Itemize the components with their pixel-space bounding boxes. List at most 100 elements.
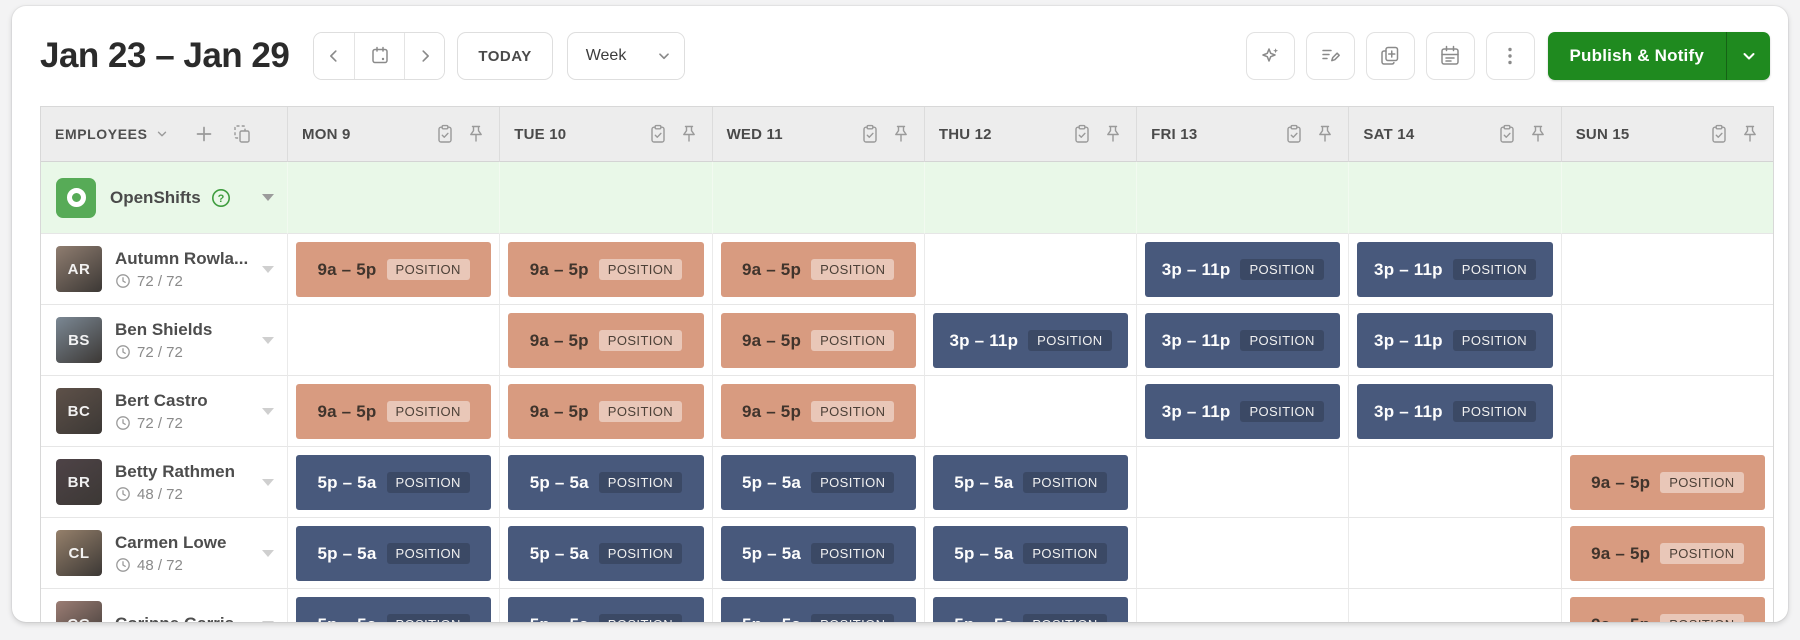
shift-evening[interactable]: 5p – 5a POSITION (932, 597, 1129, 622)
employee-name: Bert Castro (115, 390, 208, 410)
shift-evening[interactable]: 3p – 11p POSITION (1357, 384, 1553, 439)
pin-icon[interactable] (1104, 124, 1122, 144)
clipboard-check-icon[interactable] (648, 124, 668, 144)
clipboard-check-icon[interactable] (1284, 124, 1304, 144)
shift-evening[interactable]: 3p – 11p POSITION (932, 313, 1129, 368)
caret-down-icon[interactable] (262, 265, 274, 273)
shift-evening[interactable]: 3p – 11p POSITION (1357, 242, 1553, 297)
clipboard-check-icon[interactable] (1072, 124, 1092, 144)
shift-morning[interactable]: 9a – 5p POSITION (296, 384, 492, 439)
clipboard-check-icon[interactable] (860, 124, 880, 144)
shift-position-badge: POSITION (386, 401, 470, 422)
shift-morning[interactable]: 9a – 5p POSITION (720, 242, 916, 297)
shift-morning[interactable]: 9a – 5p POSITION (1569, 526, 1765, 581)
schedule-day-cell-empty[interactable] (1560, 305, 1773, 376)
copy-week-icon[interactable] (231, 123, 253, 145)
chevron-down-icon[interactable] (155, 127, 169, 141)
clipboard-check-icon[interactable] (435, 124, 455, 144)
open-shift-day-cell[interactable] (923, 162, 1137, 234)
shift-morning[interactable]: 9a – 5p POSITION (720, 313, 916, 368)
shift-position-badge: POSITION (811, 472, 895, 493)
shift-evening[interactable]: 5p – 5a POSITION (720, 455, 916, 510)
shift-morning[interactable]: 9a – 5p POSITION (296, 242, 492, 297)
shift-morning[interactable]: 9a – 5p POSITION (720, 384, 916, 439)
open-shift-day-cell[interactable] (711, 162, 924, 234)
shift-evening[interactable]: 3p – 11p POSITION (1145, 384, 1341, 439)
shift-morning[interactable]: 9a – 5p POSITION (508, 313, 704, 368)
open-shift-day-cell[interactable] (499, 162, 712, 234)
prev-week-button[interactable] (314, 33, 355, 79)
open-shift-day-cell[interactable] (1136, 162, 1349, 234)
caret-down-icon[interactable] (262, 336, 274, 344)
shift-evening[interactable]: 5p – 5a POSITION (932, 455, 1129, 510)
schedule-day-cell-empty[interactable] (1136, 518, 1349, 589)
shift-evening[interactable]: 5p – 5a POSITION (720, 526, 916, 581)
next-week-button[interactable] (404, 33, 445, 79)
clipboard-check-icon[interactable] (1497, 124, 1517, 144)
shift-evening[interactable]: 5p – 5a POSITION (296, 455, 492, 510)
clipboard-check-icon[interactable] (1709, 124, 1729, 144)
day-header-cell: MON 9 (287, 107, 500, 162)
publish-dropdown-button[interactable] (1726, 32, 1770, 80)
pin-icon[interactable] (680, 124, 698, 144)
add-employee-icon[interactable] (193, 123, 215, 145)
pin-icon[interactable] (1741, 124, 1759, 144)
schedule-day-cell-empty[interactable] (287, 305, 500, 376)
clock-icon (115, 557, 131, 573)
caret-down-icon[interactable] (262, 549, 274, 557)
schedule-day-cell-empty[interactable] (1348, 589, 1561, 622)
shift-evening[interactable]: 3p – 11p POSITION (1145, 313, 1341, 368)
auto-assign-button[interactable] (1245, 32, 1295, 80)
shift-evening[interactable]: 5p – 5a POSITION (932, 526, 1129, 581)
shift-evening[interactable]: 3p – 11p POSITION (1145, 242, 1341, 297)
schedule-day-cell: 3p – 11p POSITION (1136, 376, 1349, 447)
shift-evening[interactable]: 3p – 11p POSITION (1357, 313, 1553, 368)
open-shift-day-cell[interactable] (1348, 162, 1561, 234)
calendar-button[interactable] (1425, 32, 1475, 80)
schedule-day-cell-empty[interactable] (1560, 234, 1773, 305)
pin-icon[interactable] (1316, 124, 1334, 144)
copy-schedule-button[interactable] (1365, 32, 1415, 80)
pin-icon[interactable] (1529, 124, 1547, 144)
view-select[interactable]: Week (566, 32, 686, 80)
today-button[interactable]: TODAY (457, 32, 553, 80)
shift-morning[interactable]: 9a – 5p POSITION (1569, 597, 1765, 622)
more-options-button[interactable] (1485, 32, 1535, 80)
schedule-day-cell: 9a – 5p POSITION (1560, 447, 1773, 518)
schedule-day-cell-empty[interactable] (923, 234, 1137, 305)
caret-down-icon[interactable] (262, 620, 274, 622)
open-shift-day-cell[interactable] (287, 162, 500, 234)
shift-morning[interactable]: 9a – 5p POSITION (508, 242, 704, 297)
schedule-day-cell-empty[interactable] (1136, 447, 1349, 518)
calendar-picker-button[interactable] (354, 33, 405, 79)
help-icon[interactable]: ? (210, 187, 232, 209)
schedule-day-cell-empty[interactable] (1136, 589, 1349, 622)
shift-evening[interactable]: 5p – 5a POSITION (508, 455, 704, 510)
pin-icon[interactable] (892, 124, 910, 144)
schedule-day-cell: 5p – 5a POSITION (711, 447, 924, 518)
schedule-day-cell-empty[interactable] (923, 376, 1137, 447)
schedule-day-cell-empty[interactable] (1560, 376, 1773, 447)
pin-icon[interactable] (467, 124, 485, 144)
edit-schedule-button[interactable] (1305, 32, 1355, 80)
schedule-day-cell-empty[interactable] (1348, 518, 1561, 589)
schedule-day-cell-empty[interactable] (1348, 447, 1561, 518)
caret-down-icon[interactable] (262, 194, 274, 201)
open-shift-day-cell[interactable] (1560, 162, 1773, 234)
day-header-label: TUE 10 (514, 125, 567, 143)
publish-notify-button[interactable]: Publish & Notify (1547, 32, 1726, 80)
shift-morning[interactable]: 9a – 5p POSITION (508, 384, 704, 439)
shift-position-badge: POSITION (1660, 472, 1744, 493)
shift-time: 3p – 11p (1374, 330, 1443, 350)
schedule-day-cell: 5p – 5a POSITION (499, 518, 712, 589)
shift-evening[interactable]: 5p – 5a POSITION (508, 597, 704, 622)
shift-evening[interactable]: 5p – 5a POSITION (296, 526, 492, 581)
chevron-down-icon[interactable] (644, 33, 685, 79)
shift-evening[interactable]: 5p – 5a POSITION (720, 597, 916, 622)
caret-down-icon[interactable] (262, 407, 274, 415)
shift-morning[interactable]: 9a – 5p POSITION (1569, 455, 1765, 510)
caret-down-icon[interactable] (262, 478, 274, 486)
shift-evening[interactable]: 5p – 5a POSITION (508, 526, 704, 581)
shift-evening[interactable]: 5p – 5a POSITION (296, 597, 492, 622)
schedule-grid: EMPLOYEES MON 9 TUE 10 WED 11 THU 12 FRI 13 SA… (40, 106, 1774, 622)
